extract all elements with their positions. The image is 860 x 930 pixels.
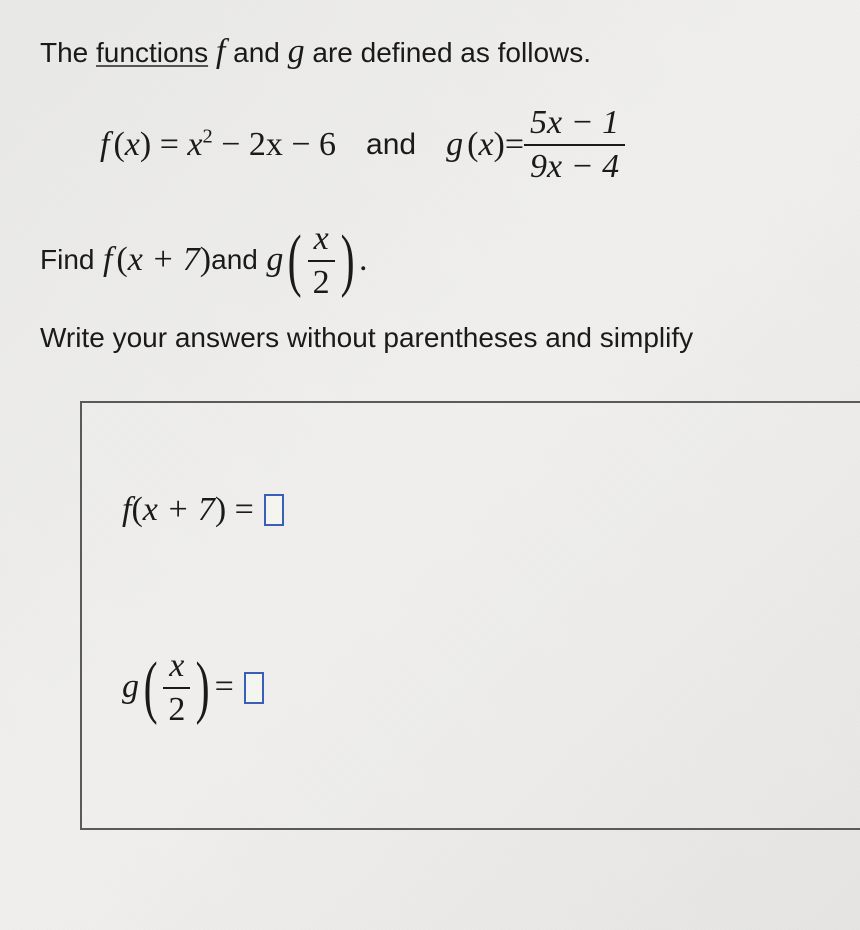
f-arg: x	[125, 126, 140, 163]
g-arg: x	[478, 118, 493, 172]
f-rhs-rest: − 2x − 6	[213, 126, 336, 163]
find-prefix: Find	[40, 238, 94, 283]
eq2: =	[505, 118, 524, 172]
ans-f-arg: x + 7	[143, 491, 215, 528]
find-f-var: f	[103, 241, 112, 278]
find-g-frac: x 2	[307, 220, 336, 301]
f-definition: f(x) = x2 − 2x − 6	[100, 118, 336, 172]
ans-g-var: g	[122, 660, 139, 714]
ans-g-lhs: g ( x 2 ) =	[122, 647, 234, 728]
rparen-big: )	[340, 233, 354, 289]
answer-row-g: g ( x 2 ) =	[122, 647, 860, 728]
g-num: 5x − 1	[524, 104, 625, 145]
g-var: g	[288, 33, 305, 70]
answer-input-g[interactable]	[244, 672, 264, 704]
eq1: =	[151, 126, 187, 163]
f-close: )	[140, 126, 151, 163]
intro-mid: and	[225, 37, 287, 68]
find-instruction: Find f(x + 7) and g ( x 2 ) .	[40, 220, 830, 301]
find-f: f(x + 7)	[94, 233, 211, 287]
ans-g-rparen: )	[196, 660, 210, 716]
functions-link[interactable]: functions	[96, 37, 208, 68]
find-f-close: )	[200, 241, 211, 278]
ans-f-eq: =	[226, 491, 254, 528]
ans-g-num: x	[163, 647, 190, 688]
g-fraction: 5x − 1 9x − 4	[524, 104, 625, 185]
intro-text: The functions f and g are defined as fol…	[40, 25, 830, 79]
function-definitions: f(x) = x2 − 2x − 6 and g(x) = 5x − 1 9x …	[100, 104, 830, 185]
intro-suffix: are defined as follows.	[305, 37, 591, 68]
answer-input-f[interactable]	[264, 494, 284, 526]
g-close: )	[494, 118, 505, 172]
ans-f-lhs: f(x + 7) =	[122, 483, 254, 537]
f-lhs-var: f	[100, 126, 109, 163]
find-g-var: g	[266, 233, 283, 287]
f-open: (	[113, 126, 124, 163]
answer-box: f(x + 7) = g ( x 2 ) =	[80, 401, 860, 830]
find-g-num: x	[308, 220, 335, 261]
lparen-big: (	[288, 233, 302, 289]
f-var: f	[216, 33, 225, 70]
find-period: .	[359, 233, 368, 287]
ans-f-open: (	[131, 491, 142, 528]
ans-g-eq: =	[215, 660, 234, 714]
answer-row-f: f(x + 7) =	[122, 483, 860, 537]
f-rhs-x: x	[187, 126, 202, 163]
intro-prefix: The	[40, 37, 96, 68]
ans-g-lparen: (	[144, 660, 158, 716]
ans-g-den: 2	[162, 689, 191, 728]
g-lhs-var: g	[446, 118, 463, 172]
find-f-arg: x + 7	[128, 241, 200, 278]
find-g: g ( x 2 )	[258, 220, 359, 301]
find-f-open: (	[116, 241, 127, 278]
g-open: (	[467, 118, 478, 172]
f-rhs-exp: 2	[202, 125, 212, 147]
find-and: and	[211, 238, 258, 283]
simplify-instruction: Write your answers without parentheses a…	[40, 316, 830, 361]
and-word: and	[366, 121, 416, 169]
g-definition: g(x) = 5x − 1 9x − 4	[446, 104, 625, 185]
ans-g-frac: x 2	[162, 647, 191, 728]
g-den: 9x − 4	[524, 146, 625, 185]
find-g-den: 2	[307, 262, 336, 301]
problem-page: The functions f and g are defined as fol…	[0, 0, 860, 830]
ans-f-close: )	[215, 491, 226, 528]
